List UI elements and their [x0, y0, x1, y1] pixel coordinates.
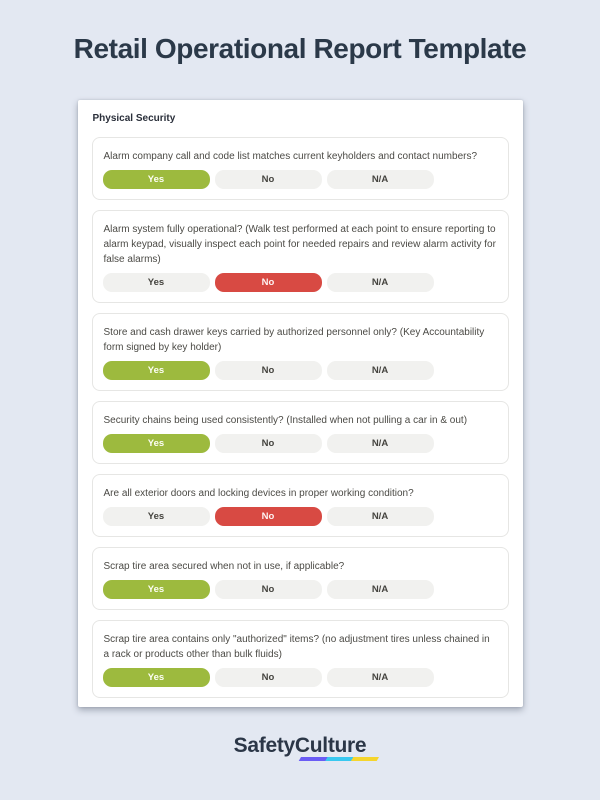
- question-item: Are all exterior doors and locking devic…: [91, 474, 509, 537]
- answer-yes-button[interactable]: Yes: [102, 668, 210, 687]
- answer-na-button[interactable]: N/A: [326, 668, 434, 687]
- answer-na-button[interactable]: N/A: [326, 434, 434, 453]
- safetyculture-logo: SafetyCulture: [233, 734, 379, 760]
- answer-yes-button[interactable]: Yes: [102, 507, 210, 526]
- answer-buttons: Yes No N/A: [102, 668, 498, 687]
- question-list: Alarm company call and code list matches…: [91, 137, 509, 698]
- answer-buttons: Yes No N/A: [102, 434, 498, 453]
- answer-no-button[interactable]: No: [214, 434, 322, 453]
- answer-na-button[interactable]: N/A: [326, 361, 434, 380]
- answer-yes-button[interactable]: Yes: [102, 361, 210, 380]
- answer-no-button[interactable]: No: [214, 668, 322, 687]
- page-title: Retail Operational Report Template: [73, 33, 527, 64]
- question-item: Scrap tire area secured when not in use,…: [91, 547, 509, 610]
- answer-no-button[interactable]: No: [214, 170, 322, 189]
- question-text: Alarm system fully operational? (Walk te…: [103, 224, 496, 265]
- answer-no-button[interactable]: No: [214, 507, 322, 526]
- answer-buttons: Yes No N/A: [102, 507, 498, 526]
- question-item: Alarm system fully operational? (Walk te…: [91, 210, 509, 303]
- footer: SafetyCulture: [0, 734, 600, 760]
- answer-yes-button[interactable]: Yes: [102, 273, 210, 292]
- report-card: Physical Security Alarm company call and…: [77, 100, 523, 707]
- answer-na-button[interactable]: N/A: [326, 273, 434, 292]
- question-text: Are all exterior doors and locking devic…: [103, 488, 414, 499]
- answer-buttons: Yes No N/A: [102, 580, 498, 599]
- question-item: Alarm company call and code list matches…: [91, 137, 509, 200]
- question-item: Store and cash drawer keys carried by au…: [91, 313, 509, 391]
- question-text: Scrap tire area contains only "authorize…: [103, 634, 490, 660]
- answer-na-button[interactable]: N/A: [326, 507, 434, 526]
- answer-buttons: Yes No N/A: [102, 170, 498, 189]
- answer-yes-button[interactable]: Yes: [102, 580, 210, 599]
- answer-no-button[interactable]: No: [214, 273, 322, 292]
- answer-na-button[interactable]: N/A: [326, 580, 434, 599]
- answer-buttons: Yes No N/A: [102, 361, 498, 380]
- answer-buttons: Yes No N/A: [102, 273, 498, 292]
- section-header: Physical Security: [92, 113, 176, 124]
- answer-na-button[interactable]: N/A: [326, 170, 434, 189]
- answer-no-button[interactable]: No: [214, 580, 322, 599]
- question-item: Scrap tire area contains only "authorize…: [91, 620, 509, 698]
- answer-yes-button[interactable]: Yes: [102, 434, 210, 453]
- answer-no-button[interactable]: No: [214, 361, 322, 380]
- question-text: Scrap tire area secured when not in use,…: [103, 561, 345, 572]
- question-text: Store and cash drawer keys carried by au…: [103, 327, 485, 353]
- answer-yes-button[interactable]: Yes: [102, 170, 210, 189]
- safetyculture-logo-text: SafetyCulture: [233, 734, 367, 757]
- question-item: Security chains being used consistently?…: [91, 401, 509, 464]
- question-text: Security chains being used consistently?…: [103, 415, 468, 426]
- question-text: Alarm company call and code list matches…: [103, 151, 478, 162]
- logo-gradient-underline: [298, 756, 379, 760]
